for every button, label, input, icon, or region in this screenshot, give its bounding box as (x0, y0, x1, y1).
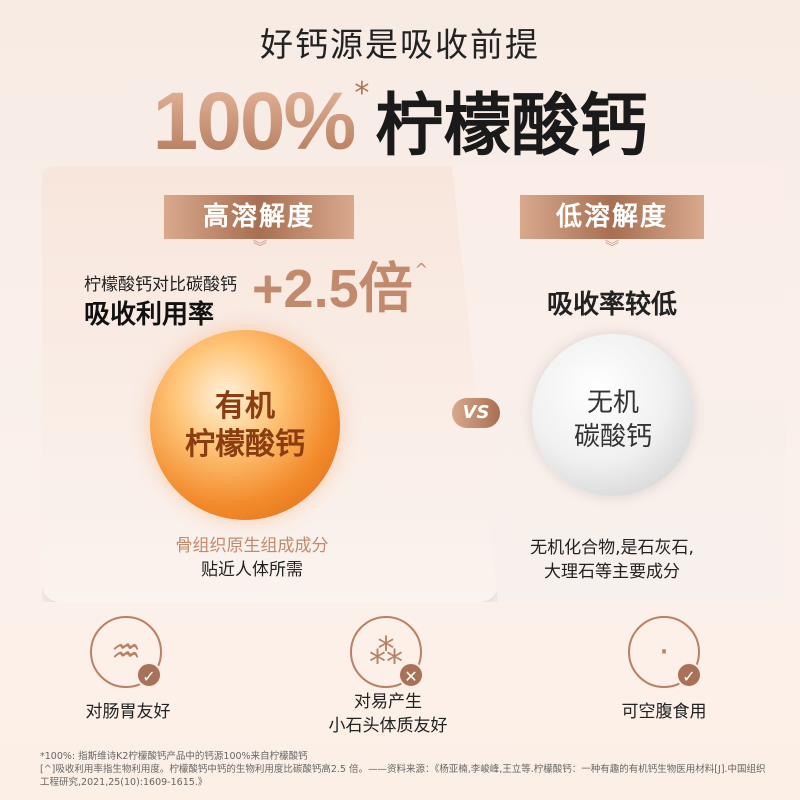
desc-line: 大理石等主要成分 (544, 562, 680, 582)
high-solubility-badge: 高溶解度 (164, 195, 354, 239)
orb-line: 碳酸钙 (573, 422, 652, 452)
stomach-icon: ♒ (90, 616, 162, 688)
feature-label: 对肠胃友好 (28, 700, 228, 724)
multiplier: +2.5倍 (252, 259, 413, 319)
chevron-down-icon: ︾ (253, 240, 267, 256)
right-description: 无机化合物,是石灰石, 大理石等主要成分 (520, 536, 704, 584)
hero-percent: 100% (152, 76, 357, 167)
desc-line: 骨组织原生组成成分 (175, 536, 329, 556)
orb-line: 柠檬酸钙 (185, 427, 305, 462)
carbonate-orb (532, 334, 694, 496)
cross-icon: ✕ (398, 662, 424, 688)
compare-text: 柠檬酸钙对比碳酸钙 (84, 275, 237, 295)
feature-line: 对肠胃友好 (85, 702, 171, 722)
metric-text: 吸收利用率 (84, 300, 215, 330)
citrate-orb-label: 有机 柠檬酸钙 (150, 388, 340, 464)
orb-line: 无机 (586, 388, 639, 418)
check-icon: ✓ (136, 662, 162, 688)
feature-line: 可空腹食用 (621, 702, 707, 722)
orb-line: 有机 (215, 389, 275, 424)
desc-line: 贴近人体所需 (201, 560, 303, 580)
feature-label: 可空腹食用 (564, 700, 764, 724)
hero-asterisk: * (354, 76, 370, 111)
headline: 好钙源是吸收前提 (260, 25, 540, 64)
footnote: [^]吸收利用率指生物利用度。柠檬酸钙中钙的生物利用度比碳酸钙高2.5 倍。——… (40, 764, 766, 788)
vs-badge: VS (452, 398, 500, 428)
feature-line: 对易产生 (354, 692, 422, 712)
check-icon: ✓ (676, 662, 702, 688)
hero-title: 100%*柠檬酸钙 (0, 70, 800, 169)
hero-name: 柠檬酸钙 (375, 87, 648, 166)
multiplier-group: +2.5倍 ^ (252, 258, 428, 333)
citrate-orb (150, 330, 340, 520)
chevron-down-icon: ︾ (605, 240, 619, 256)
low-absorption-text: 吸收率较低 (546, 290, 677, 320)
carbonate-orb-label: 无机 碳酸钙 (532, 386, 694, 454)
desc-line: 无机化合物,是石灰石, (530, 538, 694, 558)
feature-label: 对易产生小石头体质友好 (288, 690, 488, 738)
belly-icon: · (628, 616, 700, 688)
left-description: 骨组织原生组成成分 贴近人体所需 (42, 534, 462, 582)
footnote: *100%: 指斯维诗K2柠檬酸钙产品中的钙源100%来自柠檬酸钙 (40, 751, 308, 762)
stones-icon: ⁂ (350, 616, 422, 688)
feature-line: 小石头体质友好 (328, 716, 448, 736)
footnotes: *100%: 指斯维诗K2柠檬酸钙产品中的钙源100%来自柠檬酸钙 [^]吸收利用… (40, 750, 770, 789)
caret-note: ^ (414, 260, 429, 279)
low-solubility-badge: 低溶解度 (520, 195, 704, 239)
